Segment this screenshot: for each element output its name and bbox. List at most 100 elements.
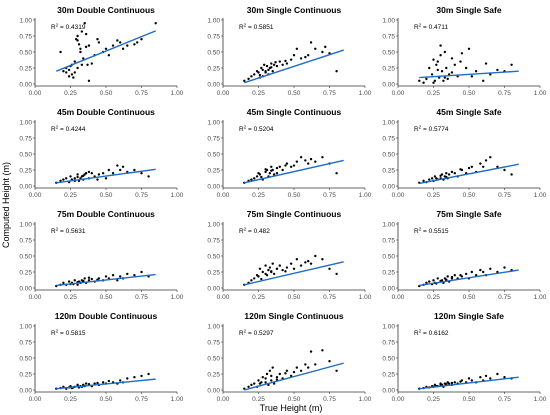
x-tick-label: 0.50 [100,294,113,301]
data-point [482,165,485,168]
y-tick-label: 0.75 [19,135,32,142]
fit-line [56,378,156,390]
x-tick-label: 0.25 [64,294,77,301]
y-tick-label: 0.50 [382,151,395,158]
panel-title: 120m Single Safe [434,311,504,321]
y-tick-label: 0.50 [207,151,220,158]
y-tick-label: 0.75 [19,339,32,346]
data-point [439,44,442,47]
data-point [453,172,456,175]
fit-line [56,168,156,184]
data-point [482,79,485,83]
y-tick-label: 0.25 [19,269,32,276]
data-point [260,175,263,179]
y-tick-label: 0.75 [19,33,32,40]
data-point [278,165,281,168]
r2-label: R2 = 0.5815 [51,329,86,338]
data-point [140,38,143,41]
data-point [464,272,468,276]
data-point [111,44,115,47]
data-point [97,41,101,44]
panel: 45m Single Continuous 0.00 0.25 0.50 0.75 1.0… [207,107,371,199]
data-point [324,45,327,49]
data-point [96,38,99,41]
data-point [73,177,76,180]
data-point [77,43,81,46]
fit-line [419,269,519,287]
data-point [87,279,91,282]
y-tick-label: 0.75 [207,135,220,142]
data-point [295,258,299,261]
panel-title: 30m Single Safe [436,5,501,15]
panel-title: 120m Single Continuous [244,311,343,321]
y-tick-label: 0.25 [19,167,32,174]
data-point [430,73,434,76]
x-tick-label: 0.25 [252,396,265,403]
data-point [470,270,474,274]
data-point [474,70,478,73]
data-point [116,279,119,282]
x-tick-label: 0.00 [392,396,405,403]
data-point [76,175,79,179]
data-point [321,258,324,261]
data-point [264,168,267,171]
x-tick-label: 0.50 [288,90,301,97]
data-point [307,366,310,369]
data-point [260,381,263,384]
data-point [489,73,492,76]
data-point [436,60,439,63]
data-point [69,175,72,178]
data-point [335,70,338,73]
x-tick-label: 0.00 [217,90,230,97]
data-point [258,267,262,270]
x-tick-label: 0.50 [100,192,113,199]
data-point [450,57,454,60]
data-point [80,30,84,33]
y-tick-label: 0.25 [382,65,395,72]
data-point [446,77,449,81]
x-tick-label: 1.00 [534,192,547,199]
data-point [321,50,324,54]
data-point [435,177,438,180]
data-point [428,280,431,283]
r2-label: R2 = 0.482 [239,227,270,236]
y-tick-label: 0.00 [382,387,395,394]
data-point [119,168,122,172]
y-tick-label: 0.25 [207,65,220,72]
data-point [59,50,62,54]
y-tick-label: 0.00 [207,183,220,190]
panel-title: 120m Double Continuous [55,311,158,321]
data-point [247,77,250,81]
data-point [87,79,91,83]
data-point [67,68,71,72]
x-axis-title: True Height (m) [260,403,323,413]
data-point [453,381,456,384]
data-point [443,76,447,79]
data-point [335,272,338,276]
y-tick-label: 1.00 [382,323,395,330]
data-point [489,377,492,380]
data-point [247,385,250,388]
data-point [430,177,434,180]
x-tick-label: 0.00 [217,396,230,403]
x-tick-label: 0.75 [135,90,148,97]
data-point [467,377,471,380]
data-point [62,70,65,73]
data-point [281,268,284,272]
data-point [265,372,269,376]
data-point [264,377,267,380]
x-tick-label: 1.00 [534,396,547,403]
data-point [464,66,468,70]
data-point [260,66,263,70]
data-point [503,266,506,269]
x-tick-label: 1.00 [359,90,372,97]
data-point [65,177,68,180]
data-point [285,369,289,372]
y-tick-label: 1.00 [19,221,32,228]
data-point [76,39,79,42]
data-point [253,382,256,385]
data-point [304,363,307,366]
panel: 75m Double Continuous 0.00 0.25 0.50 0.75 1.0… [19,209,183,301]
x-tick-label: 0.75 [498,294,511,301]
data-point [62,178,65,181]
